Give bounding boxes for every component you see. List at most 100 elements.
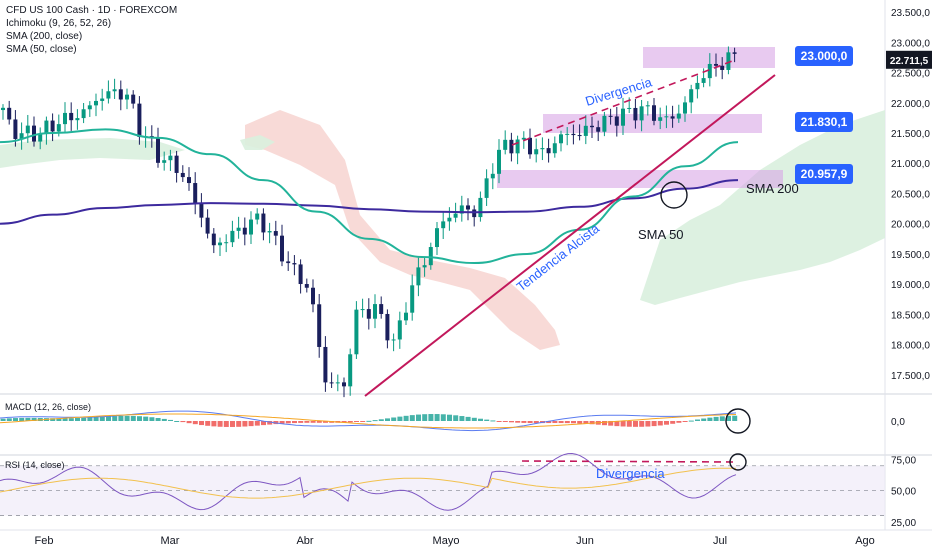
macd-bar (56, 418, 62, 421)
macd-bar (124, 415, 130, 421)
chart-legend: CFD US 100 Cash · 1D · FOREXCOM Ichimoku… (6, 4, 177, 56)
candle (577, 135, 582, 137)
candle (180, 172, 185, 178)
candle (292, 263, 297, 265)
candle (311, 287, 315, 305)
candle (298, 264, 303, 285)
candle (63, 112, 67, 125)
legend-sma200[interactable]: SMA (200, close) (6, 31, 83, 42)
candle (714, 63, 718, 66)
candle (267, 231, 272, 233)
price-tick-label: 19.500,0 (891, 250, 930, 261)
macd-bar (409, 415, 415, 421)
candle (236, 227, 241, 231)
sma50-line (0, 128, 739, 265)
candle (25, 125, 30, 134)
candle (125, 94, 129, 100)
ichimoku-cloud-green (240, 135, 275, 150)
macd-bar (564, 421, 570, 424)
macd-bar (490, 420, 496, 422)
candle (627, 107, 632, 109)
macd-bar (366, 420, 372, 422)
macd-bar (502, 421, 508, 422)
macd-bar (688, 420, 694, 422)
candle (447, 217, 452, 222)
macd-bar (378, 419, 384, 421)
macd-bar (236, 421, 242, 427)
candle (664, 116, 669, 118)
macd-bar (633, 421, 638, 427)
macd-bar (93, 417, 99, 421)
candle (50, 120, 55, 132)
rsi-tick-label: 50,00 (891, 487, 916, 498)
candle (515, 139, 520, 154)
trend-label: Tendencia Alcista (514, 220, 603, 294)
candle (546, 148, 551, 154)
macd-bar (732, 415, 738, 421)
candle (342, 382, 346, 387)
level-tag-label: 20.957,9 (801, 167, 848, 181)
macd-bar (620, 421, 626, 427)
macd-bar (174, 420, 180, 422)
macd-circle (725, 408, 751, 434)
macd-bar (248, 421, 254, 427)
candle (428, 247, 433, 266)
macd-bar (509, 421, 514, 423)
macd-bar (19, 417, 25, 421)
macd-bar (670, 421, 676, 424)
rsi-line (0, 452, 737, 511)
candle (590, 125, 594, 128)
macd-bar (527, 421, 533, 424)
candle (422, 265, 427, 268)
macd-bar (459, 416, 465, 421)
price-tick-label: 23.000,0 (891, 38, 930, 49)
candle (69, 112, 74, 121)
legend-sma50[interactable]: SMA (50, close) (6, 44, 77, 55)
macd-bar (285, 421, 291, 424)
macd-bar (695, 419, 700, 421)
candle (118, 89, 123, 100)
legend-ichimoku[interactable]: Ichimoku (9, 26, 52, 26) (6, 18, 112, 29)
candle (726, 52, 731, 70)
macd-bar (707, 417, 713, 421)
candle (404, 312, 408, 321)
macd-bar (434, 414, 440, 421)
macd-bar (143, 416, 149, 421)
candle (453, 213, 458, 218)
sma200-label: SMA 200 (746, 181, 799, 196)
candle (304, 284, 309, 288)
macd-bar (25, 417, 31, 421)
macd-bar (583, 421, 589, 424)
price-tick-label: 18.000,0 (891, 341, 930, 352)
candle (187, 177, 191, 184)
macd-bar (223, 421, 229, 427)
macd-title: MACD (12, 26, close) (5, 402, 92, 412)
macd-bar (515, 421, 521, 423)
macd-bar (180, 421, 186, 423)
candle (707, 63, 712, 79)
candle (174, 155, 179, 173)
candle (478, 197, 483, 218)
candle (211, 233, 216, 246)
macd-bar (13, 418, 18, 421)
macd-bar (664, 421, 669, 425)
candle (261, 213, 266, 233)
candle (255, 213, 260, 220)
macd-bar (552, 421, 558, 424)
trend-line (364, 74, 776, 397)
macd-bar (478, 418, 483, 421)
macd-bar (161, 418, 167, 421)
candle (459, 205, 464, 214)
macd-bar (347, 421, 353, 423)
candle (645, 105, 650, 107)
divergence-line (511, 59, 736, 146)
macd-bar (589, 421, 595, 425)
macd-bar (68, 418, 74, 421)
candle (621, 108, 625, 126)
candle (329, 382, 334, 384)
candle (1, 107, 5, 111)
macd-bar (130, 415, 136, 421)
candle (19, 133, 24, 139)
candle (32, 125, 36, 142)
macd-bar (428, 414, 434, 421)
